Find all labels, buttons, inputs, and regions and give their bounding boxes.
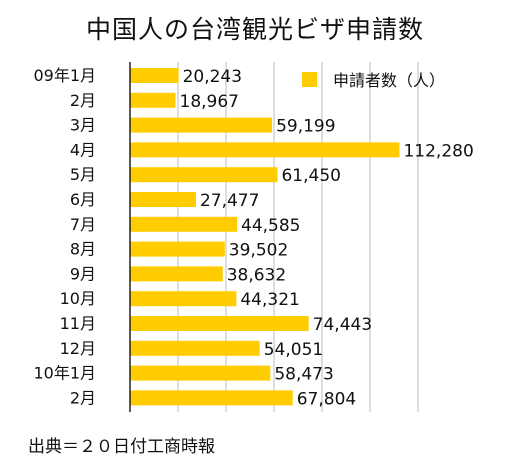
bar-0 <box>130 68 179 83</box>
value-label-12: 58,473 <box>274 365 333 385</box>
source-note: 出典＝２０日付工商時報 <box>28 437 215 457</box>
value-label-0: 20,243 <box>183 67 242 87</box>
value-label-3: 112,280 <box>403 141 473 161</box>
category-label-6: 7月 <box>70 215 96 234</box>
category-label-7: 8月 <box>70 240 96 259</box>
value-label-13: 67,804 <box>297 389 356 409</box>
category-label-11: 12月 <box>60 339 96 358</box>
value-label-8: 38,632 <box>227 265 286 285</box>
category-label-3: 4月 <box>70 140 96 159</box>
bar-11 <box>130 340 260 356</box>
bars <box>130 68 400 406</box>
bar-2 <box>130 117 273 133</box>
bar-6 <box>130 216 238 232</box>
bar-9 <box>130 291 237 307</box>
bar-1 <box>130 92 176 108</box>
category-labels: 09年1月 2月 3月 4月 5月 6月 7月 8月 9月 10月 11月 12月 10年1月 2月 <box>33 66 96 407</box>
value-label-9: 44,321 <box>240 290 299 310</box>
bar-10 <box>130 316 309 331</box>
category-label-9: 10月 <box>60 289 96 308</box>
legend-swatch <box>302 72 317 87</box>
value-label-11: 54,051 <box>264 340 323 360</box>
legend-label: 申請者数（人） <box>333 71 445 90</box>
category-label-8: 9月 <box>70 264 96 283</box>
bar-4 <box>130 167 278 183</box>
value-label-5: 27,477 <box>200 191 259 211</box>
category-label-5: 6月 <box>70 190 96 209</box>
category-label-10: 11月 <box>60 314 96 333</box>
legend: 申請者数（人） <box>302 71 445 90</box>
bar-8 <box>130 266 223 282</box>
category-label-1: 2月 <box>70 91 96 110</box>
bar-13 <box>130 390 293 406</box>
category-label-0: 09年1月 <box>33 66 96 85</box>
value-label-4: 61,450 <box>281 166 340 186</box>
bar-12 <box>130 365 271 381</box>
category-label-13: 2月 <box>70 388 96 407</box>
value-label-6: 44,585 <box>241 216 300 236</box>
value-labels: 20,243 18,967 59,199 112,280 61,450 27,477 44,… <box>180 67 474 409</box>
category-label-2: 3月 <box>70 116 96 135</box>
value-label-7: 39,502 <box>229 241 288 261</box>
bar-5 <box>130 192 196 207</box>
category-label-4: 5月 <box>70 165 96 184</box>
chart-title: 中国人の台湾観光ビザ申請数 <box>85 15 424 44</box>
value-label-1: 18,967 <box>180 92 239 112</box>
value-label-10: 74,443 <box>313 315 372 335</box>
bar-7 <box>130 241 225 257</box>
category-label-12: 10年1月 <box>33 364 96 383</box>
bar-3 <box>130 142 400 158</box>
value-label-2: 59,199 <box>276 117 335 137</box>
